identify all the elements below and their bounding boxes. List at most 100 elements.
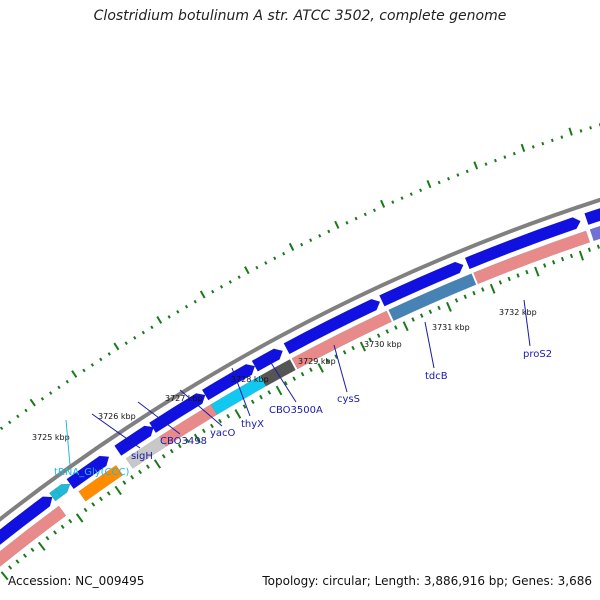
outer-tick bbox=[57, 385, 61, 390]
inner-tick bbox=[428, 309, 433, 314]
outer-tick bbox=[400, 196, 404, 200]
reverse-gene-block bbox=[589, 225, 600, 242]
outer-tick bbox=[24, 408, 28, 413]
outer-tick bbox=[141, 330, 145, 335]
inner-tick bbox=[325, 358, 330, 364]
gene-label-cyss[interactable]: cysS bbox=[337, 394, 360, 405]
inner-tick bbox=[587, 247, 592, 252]
scale-label: 3732 kbp bbox=[499, 308, 537, 317]
inner-tick bbox=[534, 266, 540, 277]
outer-tick bbox=[354, 216, 358, 221]
outer-tick bbox=[71, 370, 78, 378]
inner-tick bbox=[402, 321, 409, 332]
inner-tick bbox=[145, 464, 150, 469]
outer-tick bbox=[288, 242, 295, 251]
reverse-gene-track[interactable] bbox=[0, 211, 600, 580]
inner-tick bbox=[385, 329, 390, 334]
leader-line bbox=[265, 354, 297, 403]
reverse-gene-block bbox=[159, 404, 218, 447]
inner-tick bbox=[507, 276, 511, 282]
outer-tick bbox=[512, 151, 516, 156]
leader-line bbox=[333, 344, 348, 393]
outer-tick bbox=[437, 180, 441, 185]
inner-tick bbox=[481, 287, 485, 292]
reverse-gene-block bbox=[78, 464, 124, 502]
outer-dot-track bbox=[0, 123, 600, 431]
inner-tick bbox=[45, 536, 50, 541]
inner-tick bbox=[309, 367, 313, 372]
inner-tick bbox=[250, 399, 255, 405]
outer-tick bbox=[113, 342, 120, 351]
outer-tick bbox=[327, 229, 331, 234]
inner-tick bbox=[153, 459, 162, 469]
outer-tick bbox=[531, 145, 535, 149]
trna-arrow bbox=[54, 483, 71, 498]
inner-tick bbox=[275, 385, 283, 396]
leader-line bbox=[424, 321, 435, 369]
forward-gene-arrow bbox=[584, 208, 600, 226]
outer-tick bbox=[219, 285, 224, 289]
inner-tick bbox=[193, 433, 201, 444]
gene-label-trna-gly[interactable]: tRNA_Gly(CCC) bbox=[54, 467, 129, 478]
gene-label-yaco[interactable]: yacO bbox=[210, 428, 236, 439]
outer-tick bbox=[193, 299, 197, 304]
inner-tick bbox=[8, 565, 13, 570]
gene-label-cbo3498[interactable]: CBO3498 bbox=[160, 436, 207, 447]
inner-tick bbox=[317, 363, 324, 373]
gene-labels[interactable]: tRNA_Gly(CCC) sigH CBO3498 yacO thyX CBO… bbox=[54, 349, 552, 478]
outer-tick bbox=[244, 266, 250, 275]
inner-tick bbox=[68, 518, 73, 524]
gene-label-thyx[interactable]: thyX bbox=[241, 419, 264, 430]
inner-tick bbox=[300, 371, 305, 377]
forward-gene-arrow bbox=[283, 298, 381, 355]
inner-tick bbox=[99, 496, 103, 502]
outer-tick bbox=[176, 309, 180, 314]
scale-label: 3728 kbp bbox=[231, 375, 269, 384]
inner-tick bbox=[596, 244, 600, 249]
inner-tick bbox=[201, 428, 206, 434]
inner-tick bbox=[569, 253, 574, 259]
inner-tick bbox=[342, 350, 347, 355]
scale-label: 3725 kbp bbox=[32, 433, 70, 442]
outer-tick bbox=[456, 173, 460, 177]
inner-tick bbox=[114, 485, 122, 496]
outer-tick bbox=[82, 368, 86, 373]
gene-label-sigh[interactable]: sigH bbox=[131, 451, 153, 462]
genome-backbone bbox=[0, 197, 600, 522]
reverse-gene-block bbox=[473, 230, 591, 285]
outer-tick bbox=[550, 138, 554, 143]
outer-tick bbox=[419, 188, 423, 192]
outer-tick bbox=[391, 200, 395, 204]
forward-gene-arrow bbox=[201, 363, 256, 401]
gene-label-tdcb[interactable]: tdcB bbox=[425, 371, 448, 382]
outer-tick bbox=[345, 221, 349, 225]
inner-tick bbox=[177, 443, 182, 449]
forward-gene-arrow bbox=[148, 393, 206, 434]
inner-tick bbox=[138, 469, 142, 475]
outer-tick bbox=[426, 179, 432, 189]
outer-tick bbox=[0, 426, 4, 431]
inner-tick bbox=[351, 345, 355, 351]
outer-tick bbox=[520, 143, 526, 153]
outer-tick bbox=[40, 397, 45, 401]
outer-tick bbox=[99, 357, 103, 362]
outer-tick bbox=[282, 251, 286, 256]
forward-gene-arrow bbox=[464, 217, 581, 270]
outer-tick bbox=[473, 161, 479, 170]
inner-tick bbox=[91, 502, 96, 507]
scale-label: 3731 kbp bbox=[432, 323, 470, 332]
outer-tick bbox=[541, 141, 545, 146]
scale-label: 3726 kbp bbox=[98, 412, 136, 421]
leader-line bbox=[231, 367, 251, 417]
forward-gene-track[interactable] bbox=[0, 195, 600, 567]
outer-tick bbox=[49, 391, 53, 395]
gene-label-cbo3500a[interactable]: CBO3500A bbox=[269, 405, 323, 416]
outer-tick bbox=[228, 280, 232, 284]
gene-label-pros2[interactable]: proS2 bbox=[523, 349, 552, 360]
inner-tick bbox=[130, 475, 135, 480]
inner-tick bbox=[560, 256, 565, 262]
inner-tick bbox=[359, 341, 367, 352]
outer-tick bbox=[29, 398, 36, 407]
leader-line bbox=[523, 299, 531, 347]
